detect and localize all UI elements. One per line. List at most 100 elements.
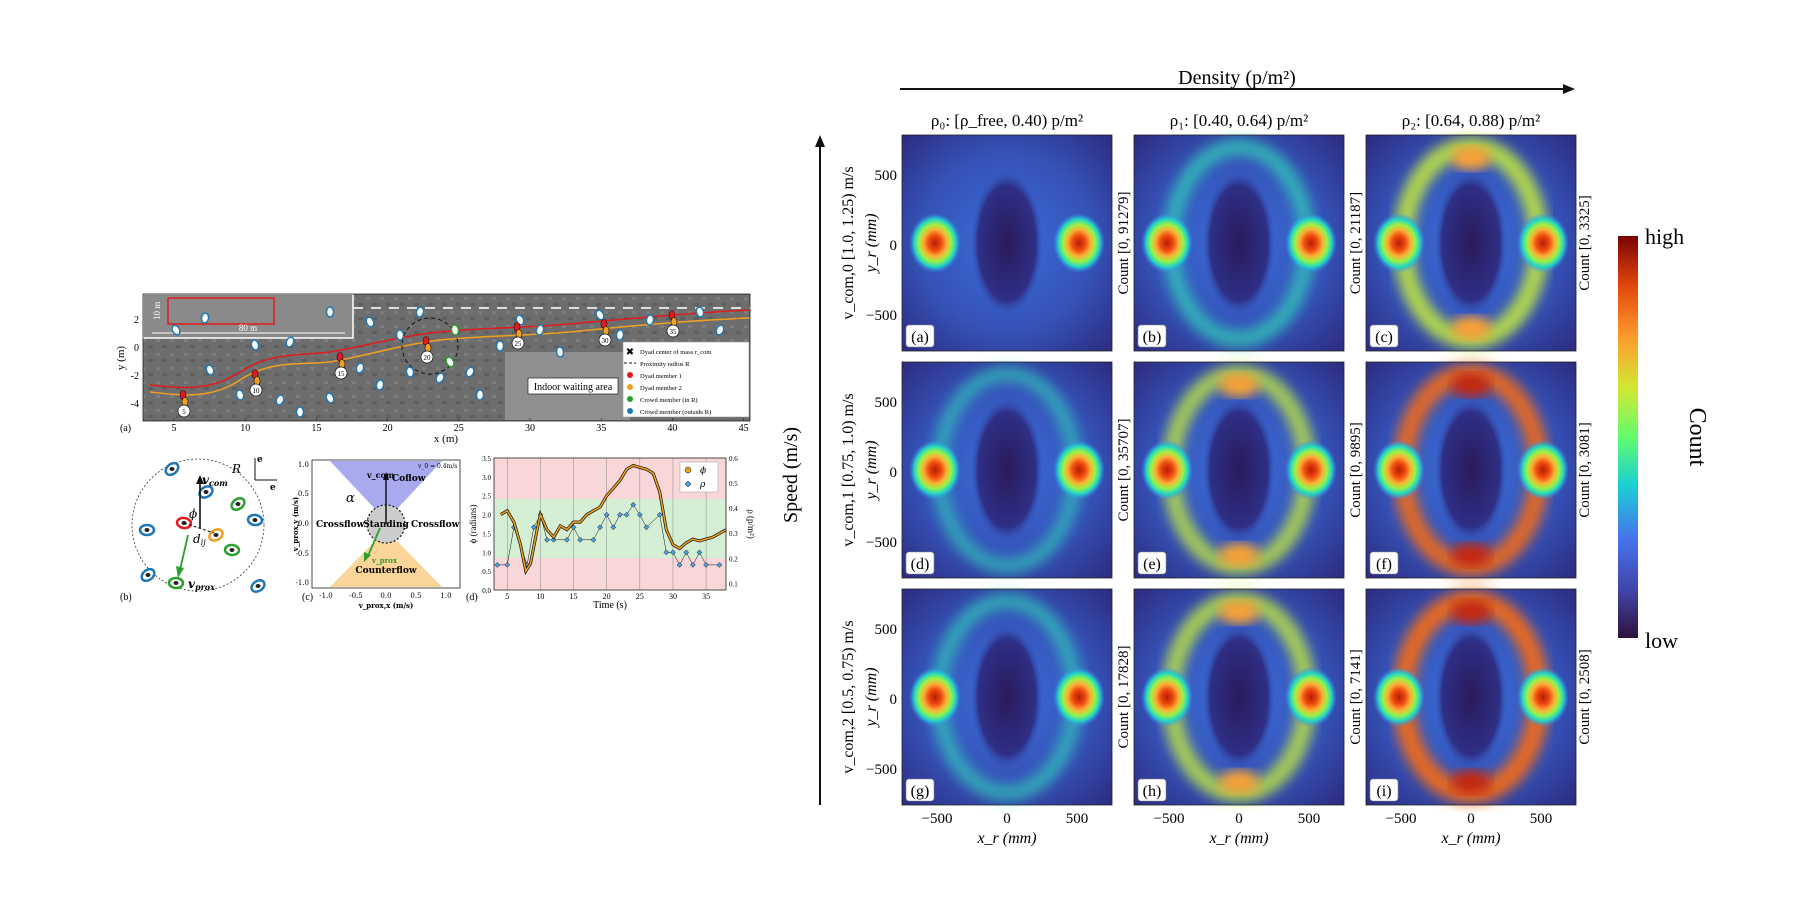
panel-b-label: (b) [120, 592, 132, 603]
legend-phi: ϕ [700, 466, 706, 476]
panel-c-ylabel: v_prox,y (m/s) [291, 497, 300, 552]
phi-series [499, 463, 727, 576]
heatmap-col-title: ρ₁: [0.40, 0.64) p/m² [1170, 111, 1309, 130]
panel-a-xtick: 5 [172, 423, 177, 434]
dij-label: dij [193, 532, 206, 547]
panel-d-ytick-left: 2.0 [482, 512, 491, 520]
panel-d-xtick: 35 [702, 592, 710, 601]
heatmap-ytick: 500 [875, 622, 898, 638]
tracker-id: 10 [253, 387, 261, 395]
heatmap-xlabel: x_r (mm) [1440, 830, 1500, 847]
heatmap-ytick: 0 [890, 238, 898, 254]
tracker-id: 25 [515, 340, 523, 348]
panel-d-xlabel: Time (s) [593, 600, 627, 611]
panel-d-ylabel-right: ρ (p/m²) [746, 509, 756, 538]
legend-swatch [627, 408, 633, 414]
legend-entry: Crowd member (in R) [640, 397, 698, 404]
panel-c-ytick: 0.0 [298, 520, 309, 528]
panel-d-ytick-right: 0.4 [729, 505, 738, 513]
density-axis-label: Density (p/m²) [1178, 67, 1296, 89]
heatmap-ytick: 0 [890, 692, 898, 708]
band-bottom [494, 558, 726, 590]
panel-d-ytick-left: 3.0 [482, 474, 491, 482]
panel-a-ytick: 0 [134, 343, 139, 354]
panel-d-ytick-left: 3.5 [482, 455, 491, 463]
panel-d-ytick-right: 0.5 [729, 480, 738, 488]
panel-c-ytick: 0.5 [298, 490, 309, 498]
heatmap-xlabel: x_r (mm) [976, 830, 1036, 847]
proximity-circle [131, 458, 265, 592]
colorbar-high-label: high [1645, 224, 1684, 249]
panel-d-grid [507, 458, 707, 590]
heatmap-ytick: 0 [890, 465, 898, 481]
heatmap-xtick: 0 [1235, 811, 1243, 827]
panel-a-xtick: 20 [383, 423, 393, 434]
vcom-label: vcom [202, 473, 228, 488]
panel-a-ytick: -2 [131, 371, 139, 382]
inset-80m-label: 80 m [239, 323, 257, 333]
panel-a-xlabel: x (m) [434, 433, 458, 445]
heatmap-panel: (d) [901, 361, 1113, 579]
heatmap-ytick: −500 [866, 762, 897, 778]
panel-d-ytick-right: 0.3 [729, 530, 738, 538]
panel-c-ytick: -0.5 [296, 550, 310, 558]
heatmap-panel-label: (c) [1375, 329, 1393, 346]
panel-c-ticks: -1.0 -0.5 0.0 0.5 1.0 1.0 0.5 0.0 -0.5 -1.0 [296, 461, 452, 600]
heatmap-panel-label: (h) [1143, 783, 1162, 800]
heatmap-panel: (g) [901, 588, 1113, 806]
heatmap-count-range: Count [0, 91279] [1116, 192, 1132, 295]
e-parallel-label: e [257, 455, 263, 465]
tracker-id: 5 [182, 408, 186, 416]
heatmap-panel: (b) [1133, 134, 1345, 352]
legend-entry: Proximity radius R [640, 361, 690, 368]
vprox-label: vprox [188, 577, 215, 592]
panel-d-xtick: 25 [636, 592, 644, 601]
heatmap-panel-label: (e) [1143, 556, 1161, 573]
heatmap-count-range: Count [0, 17828] [1116, 646, 1132, 749]
heatmap-row-title: v_com,1 [0.75, 1.0) m/s [840, 393, 857, 546]
panel-d-xtick: 5 [505, 592, 509, 601]
dyad-member-1-trajectory [149, 309, 751, 389]
panel-a-ytick: -4 [131, 399, 139, 410]
panel-c-ytick: 1.0 [298, 461, 309, 469]
heatmap-panel: (i) [1365, 588, 1577, 806]
counterflow-label: Counterflow [355, 566, 416, 576]
standing-label: Standing [363, 520, 409, 530]
heatmap-panel: (e) [1133, 361, 1345, 579]
phi-label: ϕ [189, 507, 197, 521]
heatmap-xlabel: x_r (mm) [1208, 830, 1268, 847]
waiting-area-label: Indoor waiting area [534, 382, 613, 393]
vprox-label: v_prox [371, 556, 398, 565]
heatmap-xtick: −500 [1386, 811, 1417, 827]
panel-a-xtick: 10 [240, 423, 250, 434]
heatmap-panel: (h) [1133, 588, 1345, 806]
heatmap-ytick: −500 [866, 308, 897, 324]
heatmap-xtick: 0 [1467, 811, 1475, 827]
panel-a-label: (a) [120, 423, 131, 434]
panel-a-xtick: 25 [454, 423, 464, 434]
panel-d-ylabel-left: ϕ (radians) [468, 505, 478, 544]
legend-swatch [627, 372, 633, 378]
tracker-id-markers: 5 10 15 20 25 30 35 [177, 310, 680, 418]
radius-label: R [231, 462, 241, 476]
panel-a-xtick: 45 [739, 423, 749, 434]
panel-d-ytick-right: 0.2 [729, 555, 738, 563]
heatmap-ylabel: y_r (mm) [863, 440, 880, 501]
legend-rho: ρ [699, 480, 706, 490]
heatmap-col-title: ρ₀: [ρ_free, 0.40) p/m² [931, 111, 1083, 130]
e-perp-label: e [270, 483, 276, 493]
panel-c-label: (c) [302, 592, 313, 603]
panel-c-xtick: 0.0 [380, 592, 391, 600]
heatmap-xtick: −500 [1154, 811, 1185, 827]
tracker-id: 15 [338, 370, 346, 378]
panel-d-xtick: 20 [603, 592, 611, 601]
inset-10m-label: 10 m [152, 302, 162, 320]
heatmap-panel-label: (g) [911, 783, 930, 800]
heatmap-ytick: 500 [875, 395, 898, 411]
legend-entry: Dyad center of mass r_com [640, 349, 711, 356]
panel-d-ytick-left: 1.5 [482, 530, 491, 538]
panel-d-xtick: 10 [536, 592, 544, 601]
heatmap-panel: (c) [1365, 134, 1577, 352]
